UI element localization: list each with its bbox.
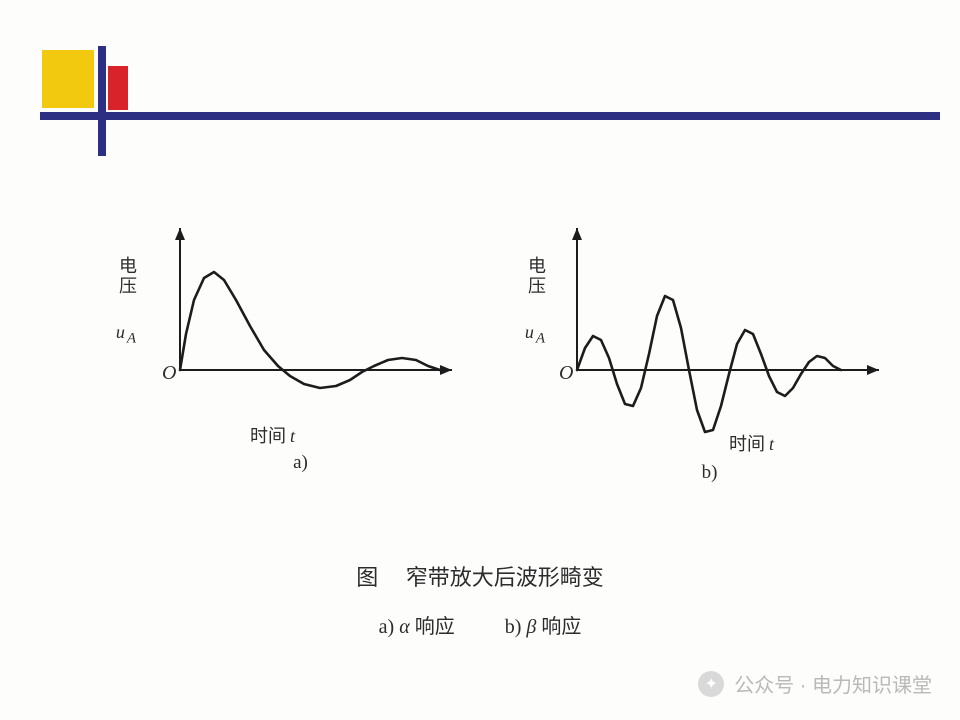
legend-a-text: 响应 xyxy=(415,616,455,638)
x-axis-var: t xyxy=(290,426,295,446)
beta-curve xyxy=(577,296,841,432)
figure-caption: 图 窄带放大后波形畸变 xyxy=(0,560,960,592)
watermark: ✦ 公众号 · 电力知识课堂 xyxy=(698,669,932,698)
subcaption-b: b) xyxy=(529,462,890,484)
y-axis-label: 电压 uA xyxy=(523,256,549,348)
watermark-text: 公众号 · 电力知识课堂 xyxy=(734,669,932,698)
x-axis-label: 时间t xyxy=(250,422,295,448)
origin-label: O xyxy=(162,362,176,385)
legend-b-text: 响应 xyxy=(541,616,581,638)
y-axis-label-text: 电压 xyxy=(117,256,137,296)
y-axis-sub: A xyxy=(536,331,547,347)
wechat-icon: ✦ xyxy=(698,671,724,697)
subcaption-a: a) xyxy=(120,452,481,474)
legend-alpha: α xyxy=(399,616,410,638)
x-axis-label: 时间t xyxy=(729,430,774,456)
x-axis-label-text: 时间 xyxy=(729,434,765,454)
y-axis-var: u xyxy=(116,322,127,342)
legend-beta: β xyxy=(526,616,536,638)
chart-beta-svg xyxy=(529,220,889,440)
y-axis-label: 电压 uA xyxy=(114,256,140,348)
chart-alpha-svg xyxy=(120,220,460,440)
x-axis-var: t xyxy=(769,434,774,454)
caption-prefix: 图 xyxy=(356,565,378,590)
y-axis-var: u xyxy=(525,322,536,342)
caption-text: 窄带放大后波形畸变 xyxy=(406,565,604,590)
chart-alpha: 电压 uA O 时间t a) xyxy=(120,220,481,530)
y-axis-sub: A xyxy=(127,331,138,347)
charts-row: 电压 uA O 时间t a) 电压 uA O 时间t b) xyxy=(120,220,890,530)
y-axis-label-text: 电压 xyxy=(526,256,546,296)
origin-label: O xyxy=(559,362,573,385)
figure-legend: a) α 响应 b) β 响应 xyxy=(0,610,960,639)
chart-beta: 电压 uA O 时间t b) xyxy=(529,220,890,530)
x-axis-label-text: 时间 xyxy=(250,426,286,446)
